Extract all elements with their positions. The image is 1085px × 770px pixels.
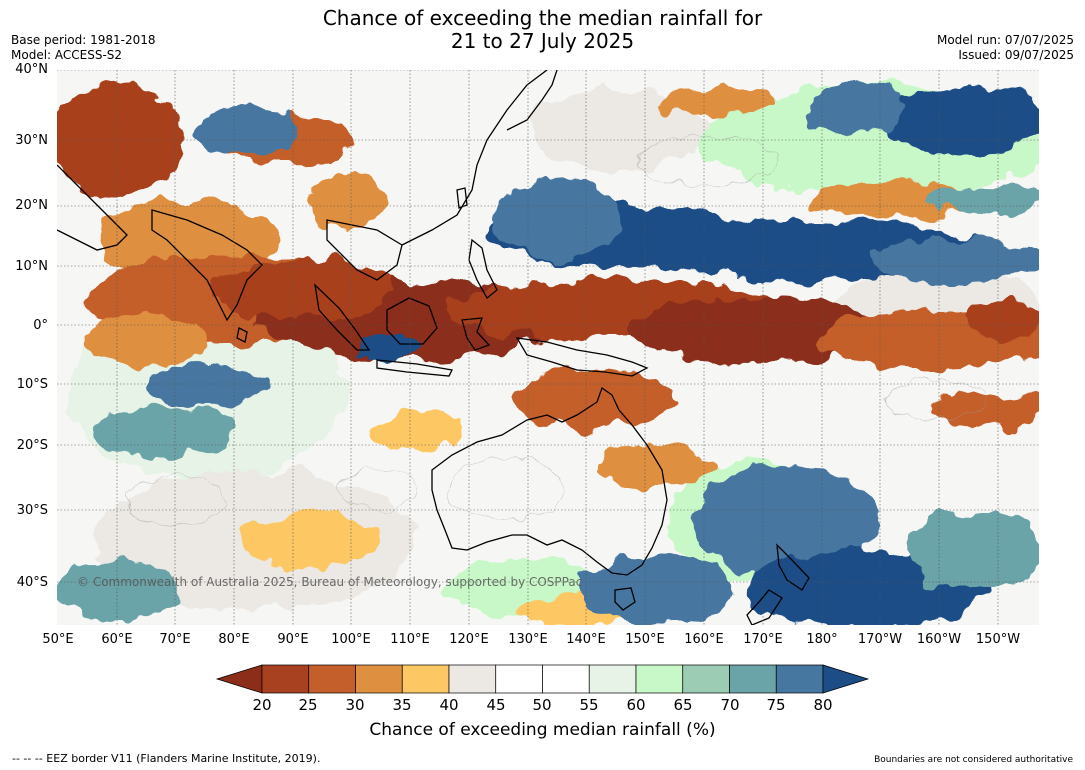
colorbar-segment <box>355 664 403 694</box>
lon-label-140e: 140°E <box>566 632 606 647</box>
lon-label-170e: 170°E <box>743 632 783 647</box>
lat-label-20s: 20°S <box>16 438 48 453</box>
colorbar-label-45: 45 <box>486 696 506 714</box>
colorbar-segment <box>588 664 637 694</box>
copyright-watermark: © Commonwealth of Australia 2025, Bureau… <box>77 575 582 589</box>
colorbar-label-80: 80 <box>813 696 833 714</box>
base-period-text: Base period: 1981-2018 <box>11 33 156 47</box>
lon-label-160e: 160°E <box>684 632 724 647</box>
probability-field <box>57 85 1039 625</box>
colorbar-label-40: 40 <box>439 696 459 714</box>
lon-label-80e: 80°E <box>218 632 250 647</box>
colorbar-label-35: 35 <box>392 696 412 714</box>
lon-label-150w: 150°W <box>975 632 1021 647</box>
lat-label-20n: 20°N <box>15 198 48 213</box>
lon-label-150e: 150°E <box>625 632 665 647</box>
map-title-line2: 21 to 27 July 2025 <box>450 29 635 53</box>
lon-label-50e: 50°E <box>42 632 74 647</box>
colorbar-label-60: 60 <box>626 696 646 714</box>
graticule <box>57 70 1039 625</box>
colorbar-label-75: 75 <box>766 696 786 714</box>
lat-label-30s: 30°S <box>16 503 48 518</box>
colorbar-label-25: 25 <box>298 696 318 714</box>
model-run-text: Model run: 07/07/2025 <box>936 33 1074 47</box>
lon-label-60e: 60°E <box>101 632 133 647</box>
colorbar-segment <box>495 664 543 694</box>
lat-label-30n: 30°N <box>15 133 48 148</box>
lon-label-70e: 70°E <box>159 632 191 647</box>
lon-label-110e: 110°E <box>390 632 430 647</box>
colorbar-segment <box>308 664 356 694</box>
colorbar-segment <box>729 664 777 694</box>
colorbar-title: Chance of exceeding median rainfall (%) <box>369 720 716 740</box>
colorbar-label-65: 65 <box>673 696 693 714</box>
colorbar-segment-over <box>822 664 870 694</box>
colorbar <box>215 664 870 694</box>
colorbar-segment <box>261 664 310 694</box>
colorbar-label-30: 30 <box>345 696 365 714</box>
lat-label-10s: 10°S <box>16 377 48 392</box>
lon-label-100e: 100°E <box>331 632 371 647</box>
colorbar-label-70: 70 <box>720 696 740 714</box>
colorbar-segment <box>775 664 824 694</box>
lat-label-10n: 10°N <box>15 259 48 274</box>
lat-label-0: 0° <box>33 318 48 333</box>
lon-label-90e: 90°E <box>277 632 309 647</box>
colorbar-segment <box>635 664 684 694</box>
lon-label-130e: 130°E <box>508 632 548 647</box>
colorbar-segment <box>682 664 730 694</box>
issued-text: Issued: 09/07/2025 <box>958 48 1074 62</box>
lon-label-170w: 170°W <box>857 632 903 647</box>
map-title-line1: Chance of exceeding the median rainfall … <box>322 6 763 30</box>
eez-border-note: -- -- -- EEZ border V11 (Flanders Marine… <box>12 752 321 765</box>
lat-label-40s: 40°S <box>16 575 48 590</box>
lon-label-160w: 160°W <box>916 632 962 647</box>
boundaries-disclaimer: Boundaries are not considered authoritat… <box>874 755 1073 765</box>
colorbar-label-50: 50 <box>532 696 552 714</box>
coastlines <box>57 70 810 625</box>
rainfall-map: © Commonwealth of Australia 2025, Bureau… <box>57 70 1039 625</box>
colorbar-segment <box>448 664 497 694</box>
colorbar-label-55: 55 <box>579 696 599 714</box>
lon-label-180: 180° <box>806 632 838 647</box>
colorbar-segment <box>401 664 450 694</box>
colorbar-label-20: 20 <box>252 696 272 714</box>
lat-label-40n: 40°N <box>15 62 48 77</box>
colorbar-segment-under <box>215 664 263 694</box>
colorbar-segment <box>542 664 590 694</box>
lon-label-120e: 120°E <box>449 632 489 647</box>
model-text: Model: ACCESS-S2 <box>11 48 123 62</box>
rainfall-map-svg: © Commonwealth of Australia 2025, Bureau… <box>57 70 1039 625</box>
